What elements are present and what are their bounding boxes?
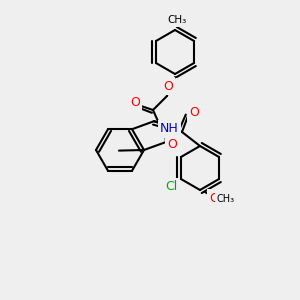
Text: O: O	[189, 106, 199, 118]
Text: O: O	[167, 137, 177, 151]
Text: CH₃: CH₃	[217, 194, 235, 204]
Text: O: O	[163, 80, 173, 92]
Text: Cl: Cl	[165, 181, 177, 194]
Text: CH₃: CH₃	[167, 15, 187, 25]
Text: O: O	[209, 191, 219, 205]
Text: NH: NH	[160, 122, 178, 136]
Text: O: O	[130, 95, 140, 109]
